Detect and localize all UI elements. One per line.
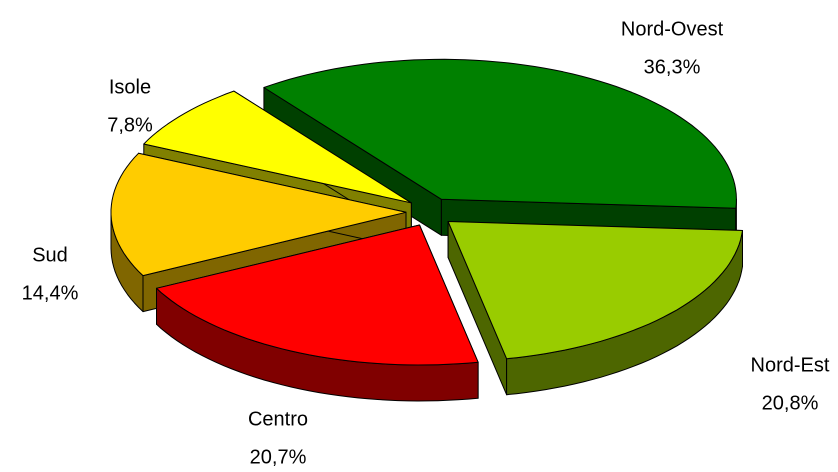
slice-value-label: 36,3% [644,56,701,78]
slice-label: Isole [109,76,151,98]
slice [110,152,407,277]
slice-value-label: 14,4% [22,282,79,304]
slice-value-label: 20,7% [250,446,307,468]
slice-value-label: 20,8% [762,392,819,414]
slice [447,221,743,360]
slice [143,90,412,204]
slice [263,58,737,209]
slice-label: Sud [32,244,68,266]
slice-value-label: 7,8% [107,114,153,136]
slice [156,224,479,366]
slice-label: Centro [248,408,308,430]
slice-label: Nord-Est [751,354,830,376]
slice-label: Nord-Ovest [621,18,724,40]
